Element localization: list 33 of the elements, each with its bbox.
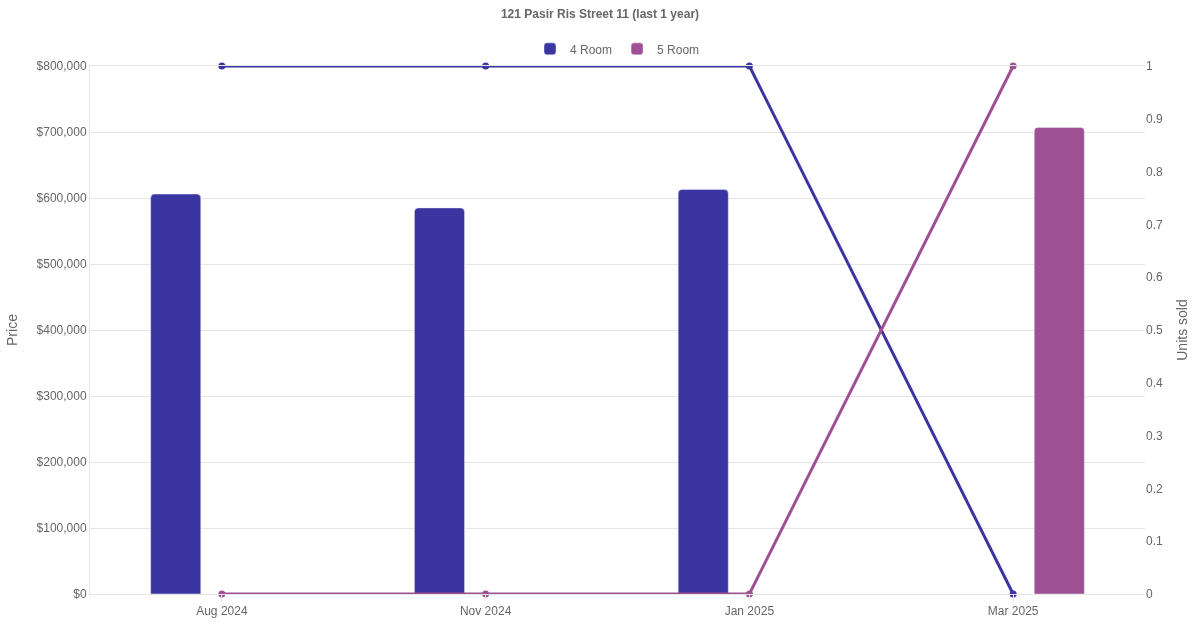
bar — [1033, 127, 1085, 594]
y-tick-label: $200,000 — [36, 455, 87, 470]
y2-tick-label: 0.3 — [1146, 428, 1164, 443]
y-tick-label: $0 — [73, 587, 87, 602]
y2-tick-label: 0.1 — [1146, 534, 1164, 549]
x-tick-label: Aug 2024 — [196, 604, 248, 619]
bar — [414, 207, 465, 594]
legend-label: 5 Room — [657, 42, 700, 57]
chart-title: 121 Pasir Ris Street 11 (last 1 year) — [500, 6, 700, 21]
y2-tick-label: 0.6 — [1146, 270, 1164, 285]
y2-tick-label: 0.4 — [1146, 376, 1164, 390]
y2-tick-label: 1 — [1146, 59, 1153, 74]
x-tick-label: Mar 2025 — [987, 604, 1039, 619]
y-tick-label: $700,000 — [36, 125, 87, 140]
y-tick-label: $100,000 — [36, 521, 87, 536]
y2-tick-label: 0.9 — [1146, 112, 1164, 126]
y-tick-label: $500,000 — [36, 257, 87, 272]
y2-tick-label: 0 — [1146, 587, 1153, 602]
bar — [150, 193, 202, 594]
y2-tick-label: 0.8 — [1146, 164, 1164, 179]
y2-axis-title: Units sold — [1174, 299, 1191, 361]
y-axis-title: Price — [4, 313, 21, 346]
y2-tick-label: 0.5 — [1146, 323, 1164, 338]
y-tick-label: $800,000 — [36, 59, 87, 74]
legend-label: 4 Room — [570, 42, 613, 57]
x-tick-label: Jan 2025 — [724, 604, 775, 619]
y-tick-label: $600,000 — [36, 191, 87, 206]
y-tick-label: $400,000 — [36, 323, 87, 338]
bar — [677, 189, 729, 594]
y2-tick-label: 0.2 — [1146, 481, 1164, 496]
y2-tick-label: 0.7 — [1146, 217, 1164, 232]
y-tick-label: $300,000 — [36, 389, 87, 404]
x-tick-label: Nov 2024 — [459, 604, 512, 619]
